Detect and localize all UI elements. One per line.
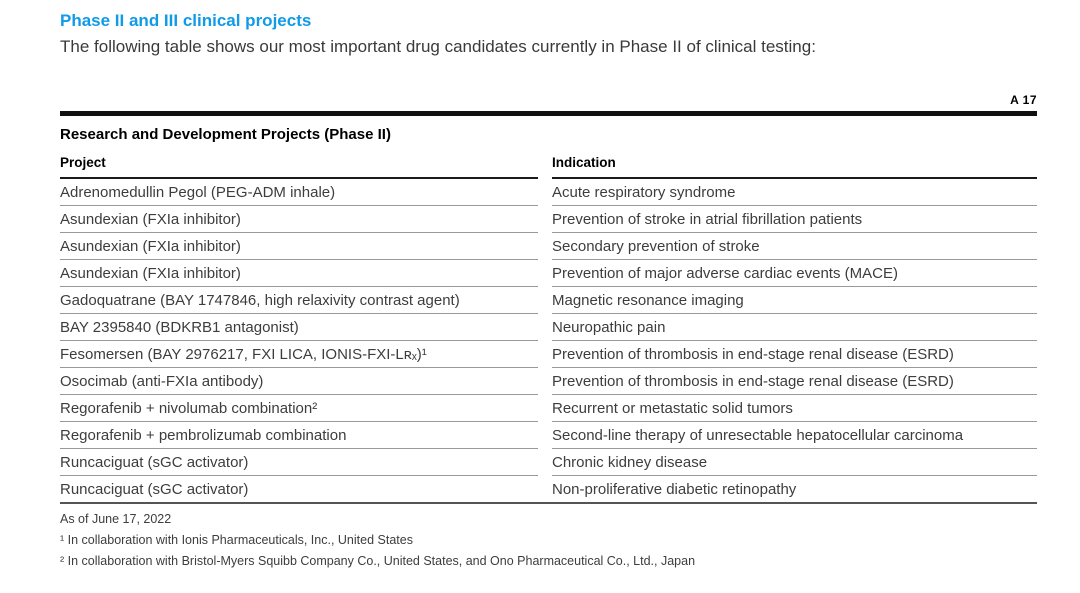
section-heading: Phase II and III clinical projects — [60, 11, 312, 30]
indication-cell: Acute respiratory syndrome — [552, 178, 1037, 206]
indication-cell: Non-proliferative diabetic retinopathy — [552, 475, 1037, 504]
column-gap — [538, 341, 552, 368]
document-page: Phase II and III clinical projects The f… — [60, 0, 1037, 569]
column-gap — [538, 233, 552, 260]
column-gap — [538, 206, 552, 233]
indication-cell: Secondary prevention of stroke — [552, 232, 1037, 260]
indication-cell: Prevention of thrombosis in end-stage re… — [552, 367, 1037, 395]
table-row: Fesomersen (BAY 2976217, FXI LICA, IONIS… — [60, 340, 1037, 368]
project-cell: BAY 2395840 (BDKRB1 antagonist) — [60, 313, 538, 341]
table-row: Asundexian (FXIa inhibitor) Secondary pre… — [60, 232, 1037, 260]
column-gap — [538, 449, 552, 476]
project-cell: Asundexian (FXIa inhibitor) — [60, 232, 538, 260]
table-row: BAY 2395840 (BDKRB1 antagonist) Neuropath… — [60, 313, 1037, 341]
project-cell: Asundexian (FXIa inhibitor) — [60, 259, 538, 287]
top-rule — [60, 111, 1037, 116]
column-gap — [538, 475, 552, 504]
column-gap — [538, 395, 552, 422]
table-title: Research and Development Projects (Phase… — [60, 126, 391, 143]
project-cell: Runcaciguat (sGC activator) — [60, 448, 538, 476]
column-gap — [538, 287, 552, 314]
table-row: Regorafenib + nivolumab combination² Recu… — [60, 394, 1037, 422]
column-gap — [538, 178, 552, 206]
intro-text: The following table shows our most impor… — [60, 37, 816, 56]
column-gap — [538, 368, 552, 395]
project-cell: Fesomersen (BAY 2976217, FXI LICA, IONIS… — [60, 340, 538, 368]
page-marker: A 17 — [1010, 93, 1037, 107]
table-row: Regorafenib + pembrolizumab combination S… — [60, 421, 1037, 449]
rd-projects-table: Project Indication Adrenomedullin Pegol … — [60, 155, 1037, 504]
indication-cell: Neuropathic pain — [552, 313, 1037, 341]
project-cell: Regorafenib + nivolumab combination² — [60, 394, 538, 422]
project-cell: Runcaciguat (sGC activator) — [60, 475, 538, 504]
column-header-indication: Indication — [552, 155, 1037, 179]
project-cell: Regorafenib + pembrolizumab combination — [60, 421, 538, 449]
indication-cell: Prevention of stroke in atrial fibrillat… — [552, 205, 1037, 233]
project-cell: Osocimab (anti-FXIa antibody) — [60, 367, 538, 395]
as-of-note: As of June 17, 2022 — [60, 512, 172, 526]
table-row: Osocimab (anti-FXIa antibody) Prevention … — [60, 367, 1037, 395]
footnote-1: ¹ In collaboration with Ionis Pharmaceut… — [60, 533, 413, 547]
table-header-row: Project Indication — [60, 155, 1037, 179]
indication-cell: Prevention of thrombosis in end-stage re… — [552, 340, 1037, 368]
footnote-2: ² In collaboration with Bristol-Myers Sq… — [60, 554, 696, 568]
table-row: Asundexian (FXIa inhibitor) Prevention of… — [60, 259, 1037, 287]
indication-cell: Second-line therapy of unresectable hepa… — [552, 421, 1037, 449]
table-row: Runcaciguat (sGC activator) Non-prolifera… — [60, 475, 1037, 504]
indication-cell: Recurrent or metastatic solid tumors — [552, 394, 1037, 422]
project-cell: Adrenomedullin Pegol (PEG-ADM inhale) — [60, 178, 538, 206]
column-gap — [538, 314, 552, 341]
column-gap — [538, 155, 552, 178]
table-row: Gadoquatrane (BAY 1747846, high relaxivi… — [60, 286, 1037, 314]
indication-cell: Prevention of major adverse cardiac even… — [552, 259, 1037, 287]
column-header-project: Project — [60, 155, 538, 179]
indication-cell: Chronic kidney disease — [552, 448, 1037, 476]
column-gap — [538, 260, 552, 287]
table-row: Adrenomedullin Pegol (PEG-ADM inhale) Acu… — [60, 178, 1037, 206]
table-row: Runcaciguat (sGC activator) Chronic kidne… — [60, 448, 1037, 476]
table-row: Asundexian (FXIa inhibitor) Prevention of… — [60, 205, 1037, 233]
indication-cell: Magnetic resonance imaging — [552, 286, 1037, 314]
column-gap — [538, 422, 552, 449]
project-cell: Asundexian (FXIa inhibitor) — [60, 205, 538, 233]
page-marker-row: A 17 — [60, 91, 1037, 109]
project-cell: Gadoquatrane (BAY 1747846, high relaxivi… — [60, 286, 538, 314]
